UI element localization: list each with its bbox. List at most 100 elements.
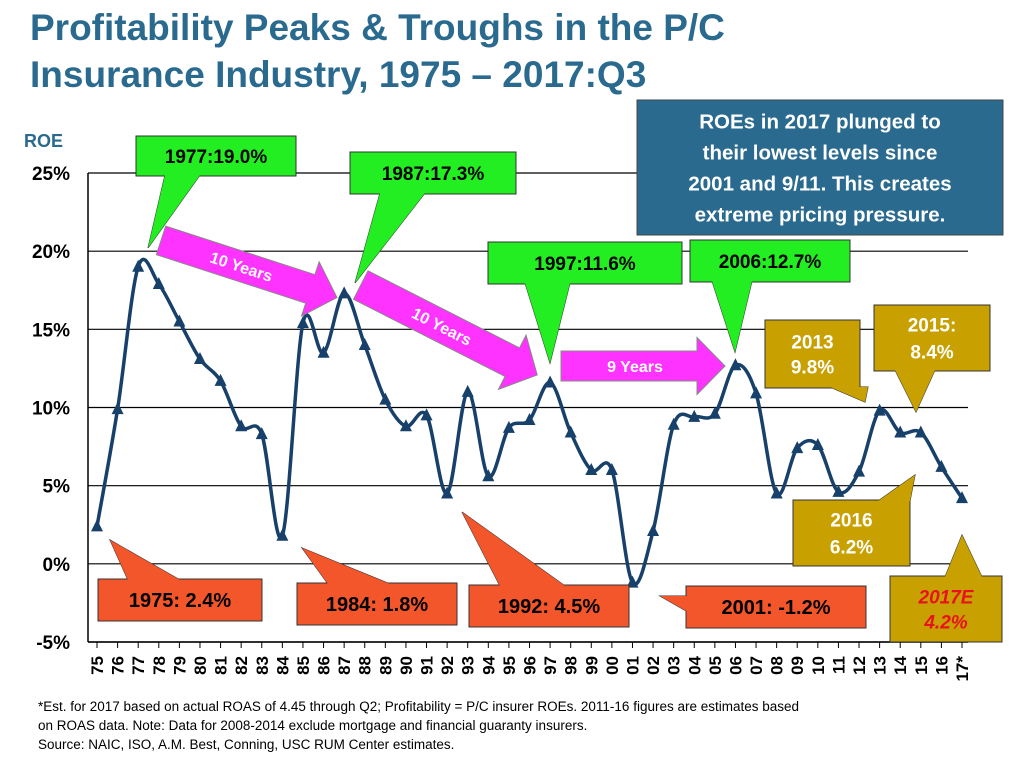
data-point <box>255 427 268 440</box>
footnote: *Est. for 2017 based on actual ROAS of 4… <box>38 697 998 754</box>
peak-callout-1977-pointer-fill <box>148 175 200 248</box>
x-tick-label: 01 <box>623 656 642 675</box>
data-point <box>461 384 474 397</box>
peak-callout-2006-text: 2006:12.7% <box>719 252 822 273</box>
data-point <box>811 438 824 451</box>
x-tick-label: 85 <box>294 656 313 675</box>
gold-callout-2015-pointer-fill <box>895 370 935 412</box>
note-box-text: their lowest levels since <box>703 141 938 164</box>
peak-callout-1997-box <box>487 241 683 285</box>
data-point <box>544 375 557 388</box>
cycle-arrow-1997-2006-label: 9 Years <box>607 359 663 376</box>
peak-callout-1997-pointer-fill <box>525 283 570 363</box>
x-tick-label: 84 <box>273 655 292 674</box>
trough-callout-1984-text: 1984: 1.8% <box>326 594 429 616</box>
estimate-callout-2017-text: 4.2% <box>923 612 967 633</box>
data-point <box>132 259 145 272</box>
peak-callout-1977: 1977:19.0% <box>135 135 297 249</box>
data-point <box>708 406 721 419</box>
cycle-arrow-1977-1987: 10 Years <box>155 225 338 318</box>
trough-callout-1975: 1975: 2.4% <box>97 538 263 622</box>
trough-callout-2001-text: 2001: -1.2% <box>722 597 831 619</box>
x-tick-label: 17* <box>953 656 972 682</box>
x-tick-label: 00 <box>603 656 622 675</box>
x-tick-label: 96 <box>521 656 540 675</box>
trough-callout-2001: 2001: -1.2% <box>658 585 867 629</box>
x-tick-label: 79 <box>170 656 189 675</box>
data-point <box>729 358 742 371</box>
x-tick-label: 80 <box>191 656 210 675</box>
trough-callout-1984: 1984: 1.8% <box>296 546 458 626</box>
gold-callout-2013-box <box>764 319 861 389</box>
data-point <box>750 386 763 399</box>
data-point <box>399 419 412 432</box>
estimate-callout-2017-pointer-fill <box>945 535 982 577</box>
note-box-box <box>636 99 1004 236</box>
data-point <box>193 352 206 365</box>
trough-callout-1992-text: 1992: 4.5% <box>498 596 601 618</box>
x-tick-label: 88 <box>356 656 375 675</box>
data-point <box>173 314 186 327</box>
gold-callout-2016-pointer-fill <box>878 475 915 501</box>
data-point <box>296 316 309 329</box>
data-point <box>420 408 433 421</box>
cycle-arrow-1997-2006-shape <box>560 336 726 396</box>
gold-callout-2015-text: 8.4% <box>910 342 953 363</box>
data-point <box>585 463 598 476</box>
x-tick-label: 75 <box>88 656 107 675</box>
data-point <box>338 286 351 299</box>
x-tick-label: 95 <box>500 656 519 675</box>
trough-callout-1975-box <box>97 578 263 622</box>
y-tick-label: 20% <box>32 242 70 263</box>
trough-callout-1975-pointer-fill <box>110 540 180 580</box>
estimate-callout-2017: 2017E 4.2% <box>889 533 1003 643</box>
peak-callout-1987-box <box>349 151 517 195</box>
x-tick-label: 12 <box>850 656 869 675</box>
estimate-callout-2017-text: 2017E <box>918 587 975 608</box>
page-title: Profitability Peaks & Troughs in the P/C… <box>30 4 725 98</box>
x-tick-label: 04 <box>685 655 704 674</box>
estimate-callout-2017-box <box>889 575 1003 643</box>
y-tick-label: 10% <box>32 399 70 420</box>
peak-callout-2006-pointer-fill <box>712 281 752 352</box>
gold-callout-2015: 2015: 8.4% <box>873 304 991 414</box>
x-tick-label: 91 <box>418 656 437 675</box>
x-tick-label: 94 <box>479 655 498 674</box>
data-point <box>214 373 227 386</box>
x-tick-label: 15 <box>912 656 931 675</box>
x-tick-label: 10 <box>809 656 828 675</box>
note-box-text: extreme pricing pressure. <box>695 203 946 226</box>
note-box: ROEs in 2017 plunged to their lowest leve… <box>636 99 1004 236</box>
x-tick-label: 98 <box>562 656 581 675</box>
x-tick-label: 09 <box>788 656 807 675</box>
x-tick-label: 81 <box>212 656 231 675</box>
trough-callout-1992-box <box>468 584 630 628</box>
data-point <box>791 441 804 454</box>
y-tick-label: 0% <box>43 555 71 576</box>
x-tick-label: 78 <box>150 656 169 675</box>
gold-callout-2013-text: 9.8% <box>791 357 834 378</box>
y-axis-title: ROE <box>24 131 63 151</box>
axes: ROE 25%20%15%10%5%0%-5%75 76 77 78 79 80 81 82 8… <box>24 131 972 682</box>
x-tick-label: 16 <box>932 656 951 675</box>
trough-callout-2001-pointer-fill <box>660 596 688 612</box>
y-tick-label: 5% <box>43 477 71 498</box>
peak-callout-1997-text: 1997:11.6% <box>534 254 636 275</box>
callouts: 1977:19.0% 1987:17.3% 1997:11.6% 2006:12.7%… <box>97 99 1004 643</box>
y-tick-label: -5% <box>36 633 70 654</box>
data-point <box>914 425 927 438</box>
peak-callout-1997: 1997:11.6% <box>487 241 683 365</box>
cycle-arrow-1977-1987-shape <box>155 225 338 318</box>
peak-callout-1987: 1987:17.3% <box>349 151 517 284</box>
data-point <box>111 402 124 415</box>
data-point <box>152 276 165 289</box>
trough-callout-1984-box <box>296 582 458 626</box>
x-tick-label: 90 <box>397 656 416 675</box>
gold-callout-2013-pointer-fill <box>830 387 868 402</box>
footnote-line-2: on ROAS data. Note: Data for 2008-2014 e… <box>38 718 588 733</box>
title-line-2: Insurance Industry, 1975 – 2017:Q3 <box>30 54 647 95</box>
x-tick-label: 77 <box>129 656 148 675</box>
x-tick-label: 05 <box>706 656 725 675</box>
data-point <box>235 419 248 432</box>
